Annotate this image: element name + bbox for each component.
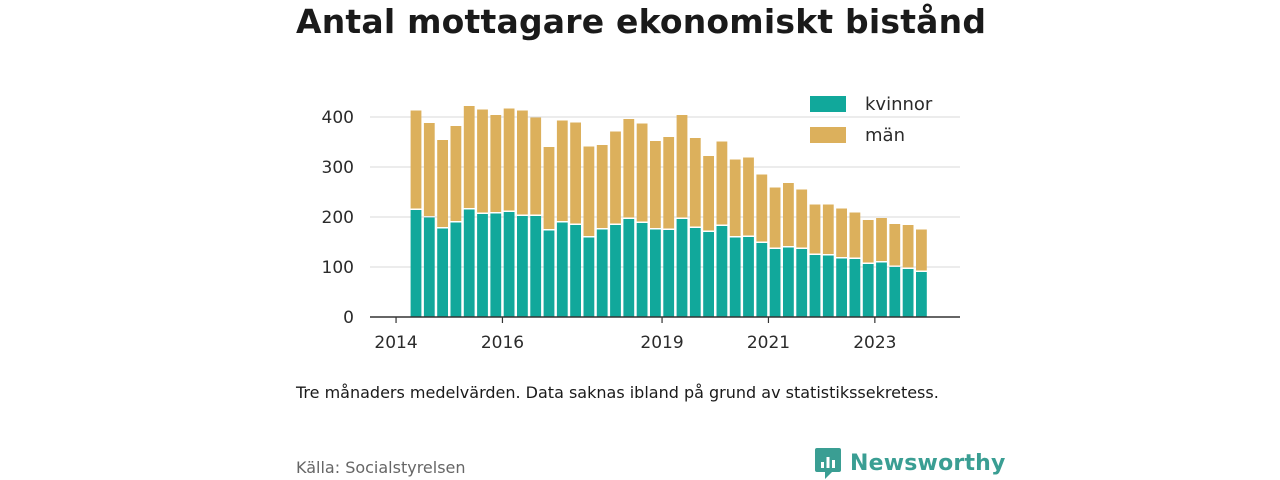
bar-man [463, 106, 475, 208]
bar-man [769, 187, 781, 248]
stacked-bar-chart: 0 100 200 300 400 2014 2016 2019 2021 2023 kvinnor… [322, 94, 960, 353]
bar-man [743, 157, 754, 236]
brand-logo[interactable]: Newsworthy [814, 446, 1006, 480]
bar-man [902, 225, 914, 268]
brand-name: Newsworthy [850, 450, 1006, 476]
bar-kvinnor [729, 237, 741, 317]
bar-kvinnor [769, 249, 781, 317]
bar-man [862, 220, 874, 263]
x-tick-label: 2014 [374, 333, 417, 353]
bar-kvinnor [463, 209, 475, 317]
bar-man [916, 229, 927, 271]
bar-kvinnor [902, 269, 914, 317]
bar-man [583, 146, 595, 236]
legend-label: män [865, 125, 905, 146]
bar-kvinnor [517, 216, 528, 317]
bar-man [876, 218, 887, 261]
bar-kvinnor [583, 237, 595, 317]
bar-man [756, 174, 768, 242]
bar-kvinnor [676, 219, 688, 317]
bar-man [517, 110, 528, 215]
bar-man [490, 115, 502, 212]
bar-kvinnor [783, 247, 794, 317]
bar-man [570, 122, 581, 224]
bar-kvinnor [849, 259, 861, 317]
bar-man [822, 204, 834, 254]
bar-kvinnor [503, 212, 515, 317]
legend-swatch [810, 127, 846, 143]
bar-man [530, 117, 542, 215]
bar-kvinnor [716, 226, 728, 317]
x-tick-label: 2021 [747, 333, 790, 353]
legend-label: kvinnor [865, 94, 933, 115]
bar-kvinnor [756, 243, 768, 317]
bar-man [503, 108, 515, 211]
bar-kvinnor [437, 228, 448, 317]
bar-kvinnor [543, 230, 555, 317]
bar-man [689, 138, 701, 227]
bar-man [423, 123, 435, 216]
bar-kvinnor [822, 255, 834, 317]
bar-kvinnor [450, 222, 462, 317]
bar-man [729, 159, 741, 236]
bar-man [783, 183, 794, 246]
x-tick-label: 2023 [853, 333, 896, 353]
bar-kvinnor [423, 217, 435, 317]
bar-kvinnor [703, 232, 714, 317]
bar-kvinnor [410, 210, 422, 317]
y-tick-label: 200 [322, 208, 354, 228]
bar-man [663, 137, 675, 229]
bar-kvinnor [743, 237, 754, 317]
bar-man [836, 208, 847, 257]
bar-man [410, 110, 422, 209]
bar-kvinnor [636, 223, 648, 317]
bar-kvinnor [596, 229, 608, 317]
chart-note: Tre månaders medelvärden. Data saknas ib… [296, 383, 939, 402]
x-tick-label: 2016 [481, 333, 524, 353]
x-tick-label: 2019 [640, 333, 683, 353]
y-tick-label: 300 [322, 158, 354, 178]
bar-man [703, 156, 714, 231]
bar-man [610, 131, 621, 224]
newsworthy-logo-icon [815, 448, 841, 479]
bar-kvinnor [862, 264, 874, 317]
bar-kvinnor [876, 262, 887, 317]
bar-man [556, 120, 568, 221]
bar-man [889, 224, 901, 266]
bar-man [543, 147, 555, 229]
bar-kvinnor [916, 272, 927, 317]
legend-swatch [810, 96, 846, 112]
bar-kvinnor [809, 255, 821, 317]
y-tick-label: 400 [322, 108, 354, 128]
bar-man [809, 204, 821, 254]
bar-kvinnor [490, 213, 502, 317]
bar-man [596, 145, 608, 228]
bar-kvinnor [556, 222, 568, 317]
bar-man [623, 119, 635, 218]
bar-kvinnor [530, 216, 542, 317]
bar-man [636, 123, 648, 222]
bar-man [849, 212, 861, 258]
y-tick-label: 0 [343, 308, 354, 328]
chart-title: Antal mottagare ekonomiskt bistånd [296, 2, 987, 41]
bar-man [676, 115, 688, 218]
y-tick-label: 100 [322, 258, 354, 278]
source-credit: Källa: Socialstyrelsen [296, 458, 466, 477]
bar-man [450, 126, 462, 221]
bar-kvinnor [689, 228, 701, 317]
bar-kvinnor [650, 229, 661, 317]
bar-man [796, 189, 808, 248]
bar-kvinnor [663, 230, 675, 317]
bar-kvinnor [570, 225, 581, 317]
bar-kvinnor [623, 219, 635, 317]
bar-man [477, 109, 488, 213]
bar-kvinnor [796, 249, 808, 317]
bar-kvinnor [836, 258, 847, 317]
bar-man [716, 141, 728, 225]
bar-kvinnor [610, 225, 621, 317]
bar-kvinnor [477, 214, 488, 317]
bar-kvinnor [889, 267, 901, 317]
bar-man [650, 141, 661, 228]
bar-man [437, 140, 448, 227]
